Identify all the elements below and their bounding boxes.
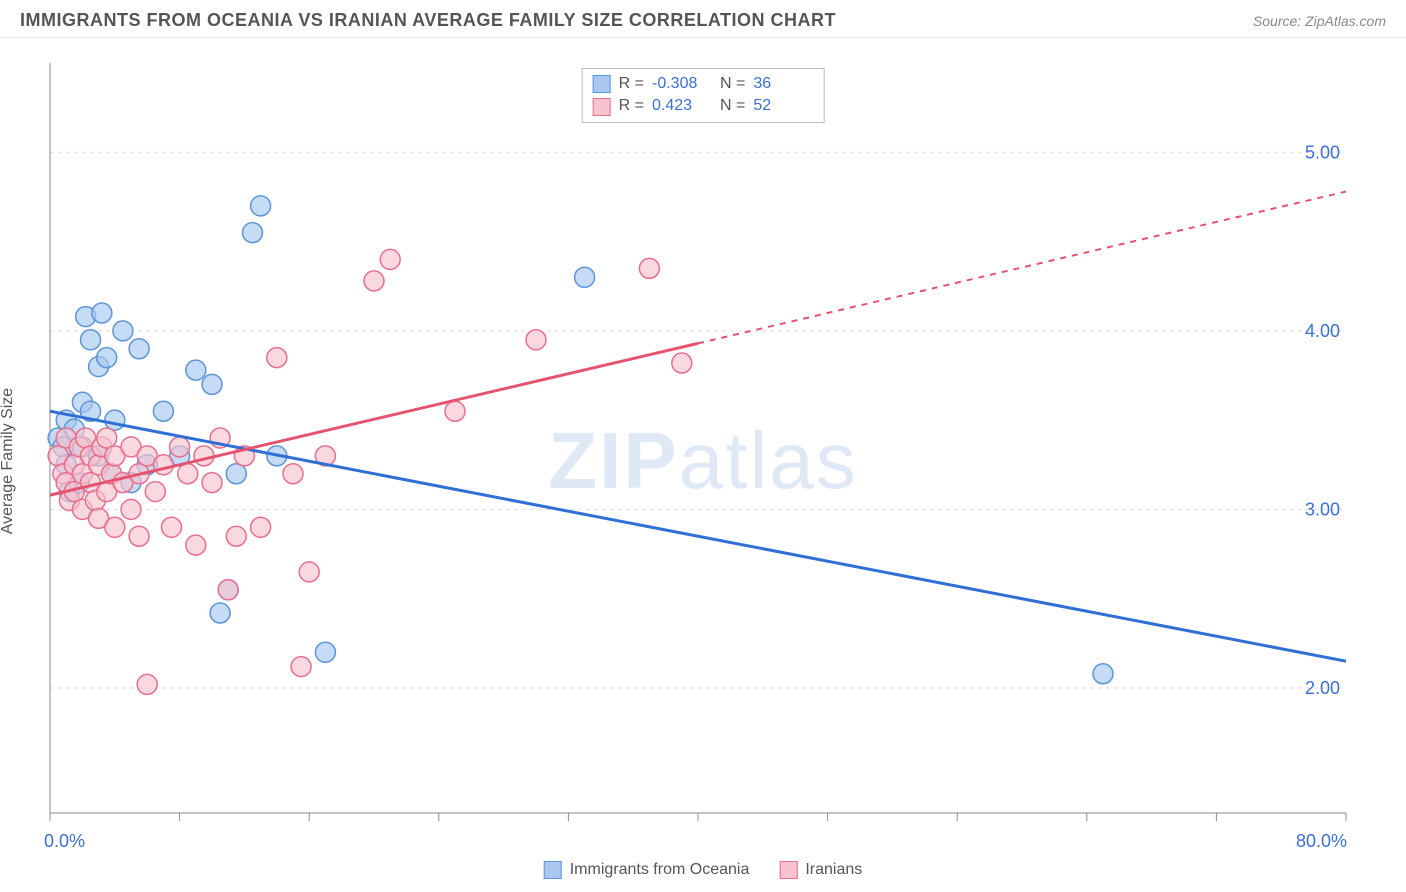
legend-swatch-icon — [779, 861, 797, 879]
data-point-oceania — [129, 339, 149, 359]
data-point-iranians — [380, 249, 400, 269]
data-point-oceania — [575, 267, 595, 287]
data-point-iranians — [283, 464, 303, 484]
data-point-iranians — [639, 258, 659, 278]
y-tick-label: 3.00 — [1305, 499, 1340, 519]
data-point-iranians — [202, 473, 222, 493]
data-point-iranians — [145, 482, 165, 502]
y-axis-label: Average Family Size — [0, 387, 17, 533]
chart-title: IMMIGRANTS FROM OCEANIA VS IRANIAN AVERA… — [20, 10, 836, 31]
legend-item-iranians: Iranians — [779, 861, 862, 879]
data-point-iranians — [251, 517, 271, 537]
data-point-oceania — [202, 374, 222, 394]
chart-container: Average Family Size ZIPatlas 2.003.004.0… — [0, 38, 1406, 883]
data-point-oceania — [243, 223, 263, 243]
chart-header: IMMIGRANTS FROM OCEANIA VS IRANIAN AVERA… — [0, 0, 1406, 38]
data-point-oceania — [1093, 664, 1113, 684]
data-point-iranians — [291, 657, 311, 677]
data-point-iranians — [299, 562, 319, 582]
data-point-oceania — [97, 348, 117, 368]
data-point-iranians — [267, 348, 287, 368]
y-tick-label: 5.00 — [1305, 142, 1340, 162]
data-point-iranians — [364, 271, 384, 291]
data-point-oceania — [186, 360, 206, 380]
stats-swatch-icon — [593, 75, 611, 93]
n-value: 52 — [753, 95, 813, 117]
data-point-iranians — [153, 455, 173, 475]
data-point-iranians — [105, 517, 125, 537]
r-value: -0.308 — [652, 73, 712, 95]
series-legend: Immigrants from Oceania Iranians — [544, 861, 863, 879]
data-point-iranians — [672, 353, 692, 373]
data-point-iranians — [218, 580, 238, 600]
data-point-oceania — [226, 464, 246, 484]
x-axis-min-label: 0.0% — [44, 831, 85, 852]
r-value: 0.423 — [652, 95, 712, 117]
y-tick-label: 4.00 — [1305, 321, 1340, 341]
data-point-oceania — [315, 642, 335, 662]
data-point-oceania — [113, 321, 133, 341]
stats-row-oceania: R = -0.308 N = 36 — [593, 73, 814, 95]
data-point-iranians — [194, 446, 214, 466]
data-point-oceania — [92, 303, 112, 323]
stats-row-iranians: R = 0.423 N = 52 — [593, 95, 814, 117]
data-point-iranians — [178, 464, 198, 484]
data-point-oceania — [153, 401, 173, 421]
data-point-iranians — [170, 437, 190, 457]
n-value: 36 — [753, 73, 813, 95]
n-label: N = — [720, 95, 745, 117]
data-point-oceania — [210, 603, 230, 623]
data-point-iranians — [162, 517, 182, 537]
r-label: R = — [619, 73, 644, 95]
data-point-oceania — [81, 330, 101, 350]
data-point-iranians — [526, 330, 546, 350]
trend-line-dashed-iranians — [698, 192, 1346, 344]
data-point-oceania — [105, 410, 125, 430]
data-point-iranians — [445, 401, 465, 421]
data-point-oceania — [251, 196, 271, 216]
legend-swatch-icon — [544, 861, 562, 879]
stats-swatch-icon — [593, 98, 611, 116]
data-point-iranians — [137, 674, 157, 694]
data-point-iranians — [121, 499, 141, 519]
data-point-iranians — [226, 526, 246, 546]
data-point-iranians — [97, 428, 117, 448]
data-point-iranians — [186, 535, 206, 555]
y-tick-label: 2.00 — [1305, 678, 1340, 698]
n-label: N = — [720, 73, 745, 95]
legend-item-oceania: Immigrants from Oceania — [544, 861, 750, 879]
legend-label: Immigrants from Oceania — [570, 861, 750, 879]
scatter-chart: 2.00 3.00 4.00 5.00 — [0, 38, 1406, 883]
r-label: R = — [619, 95, 644, 117]
x-axis-max-label: 80.0% — [1296, 831, 1347, 852]
chart-source: Source: ZipAtlas.com — [1253, 13, 1386, 29]
correlation-stats-box: R = -0.308 N = 36 R = 0.423 N = 52 — [582, 68, 825, 123]
data-point-iranians — [129, 526, 149, 546]
legend-label: Iranians — [805, 861, 862, 879]
